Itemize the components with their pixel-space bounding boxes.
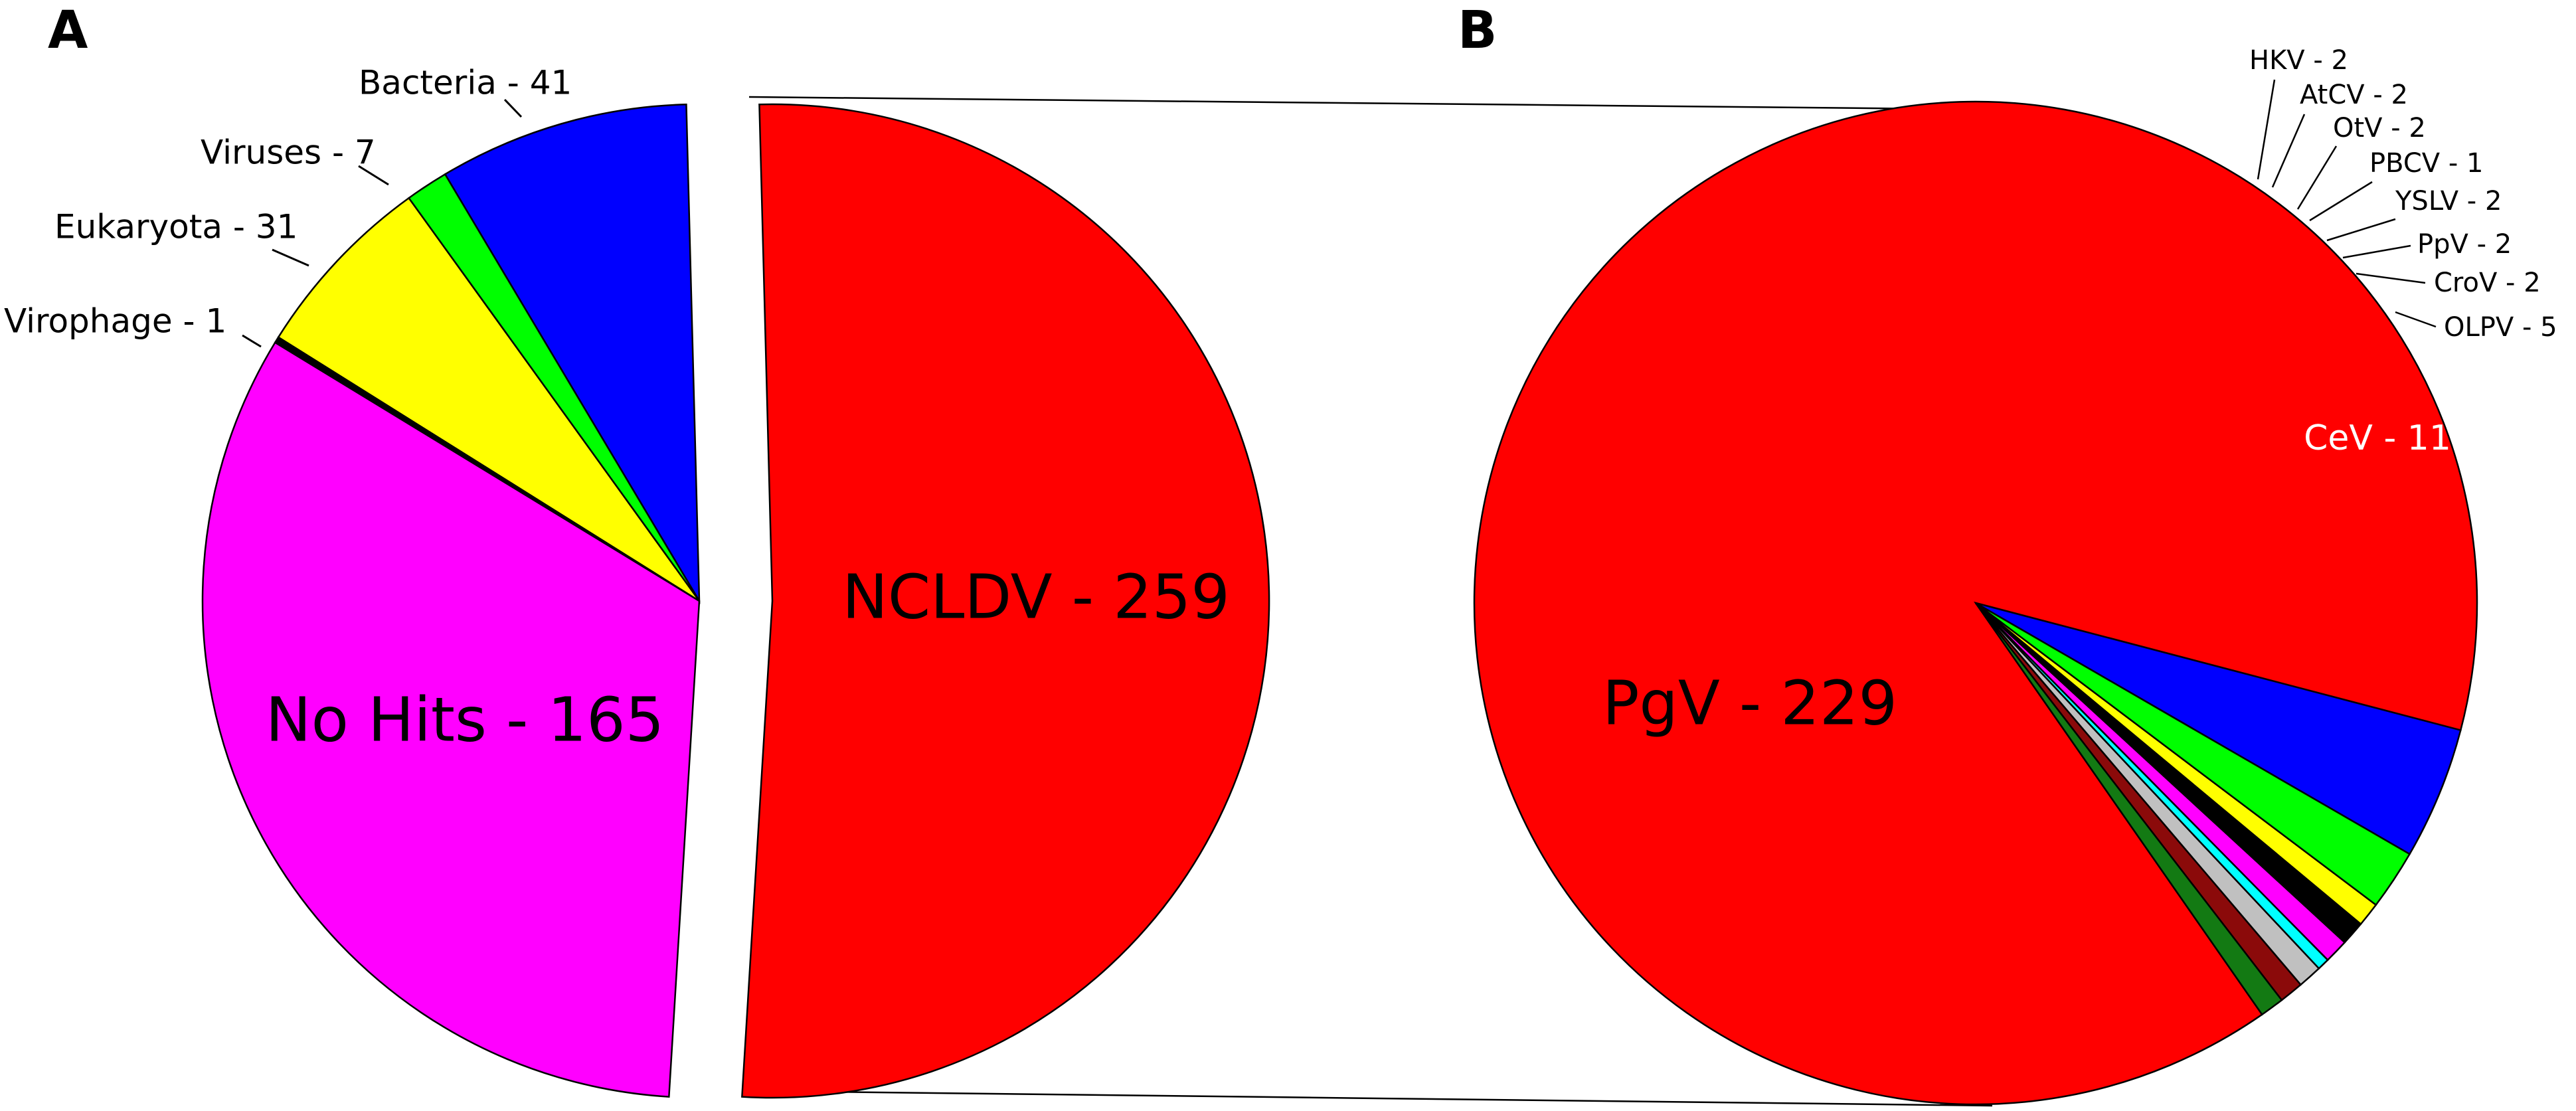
leader-line: [2271, 114, 2306, 188]
pie-b-label-crov: CroV - 2: [2434, 268, 2541, 298]
leader-line: [2296, 145, 2338, 210]
pie-b-slice-cev: [1975, 602, 2462, 855]
pie-chart-a: [201, 103, 1270, 1099]
leader-line: [2257, 79, 2276, 180]
pie-a-slice-ncldv: [741, 103, 1270, 1099]
pie-a-label-no-hits: No Hits - 165: [266, 684, 664, 755]
pie-a-slice-bacteria: [444, 103, 701, 604]
leader-line: [2309, 181, 2373, 222]
leader-line: [503, 98, 523, 118]
leader-line: [2395, 311, 2437, 328]
pie-b-label-cev: CeV - 11: [2304, 418, 2451, 458]
pie-a-label-viruses: Viruses - 7: [201, 133, 376, 172]
panel-letter-a: A: [48, 1, 88, 60]
pie-b-label-olpv: OLPV - 5: [2444, 312, 2557, 343]
leader-line: [2326, 218, 2396, 242]
connector-bottom: [768, 1090, 1993, 1107]
pie-b-label-hkv: HKV - 2: [2249, 45, 2348, 76]
pie-b-label-yslv: YSLV - 2: [2395, 186, 2502, 216]
connector-top: [748, 96, 1935, 110]
leader-line: [358, 165, 389, 186]
pie-chart-b: [1473, 100, 2478, 1106]
pie-a-label-virophage: Virophage - 1: [4, 302, 226, 341]
leader-line: [242, 334, 262, 348]
leader-line: [2342, 244, 2411, 259]
pie-b-label-otv: OtV - 2: [2333, 113, 2426, 143]
pie-b-label-ppv: PpV - 2: [2417, 229, 2512, 260]
pie-a-label-eukaryota: Eukaryota - 31: [54, 208, 298, 246]
pie-b-label-atcv: AtCV - 2: [2300, 80, 2408, 110]
pie-a-label-ncldv: NCLDV - 259: [842, 561, 1230, 632]
pie-a-label-bacteria: Bacteria - 41: [359, 64, 572, 102]
leader-line: [272, 248, 309, 267]
leader-line: [2356, 272, 2426, 284]
pie-a-labels: NCLDV - 259 Bacteria - 41 Viruses - 7 Eukar…: [4, 64, 1230, 756]
pie-a-slice-eukaryota: [277, 197, 701, 602]
pie-b-label-pbcv: PBCV - 1: [2369, 148, 2483, 179]
pie-b-label-pgv: PgV - 229: [1602, 667, 1897, 738]
pie-a-slice-no-hits: [201, 341, 701, 1098]
zoom-connectors: [748, 96, 1993, 1107]
panel-letter-b: B: [1458, 1, 1497, 60]
